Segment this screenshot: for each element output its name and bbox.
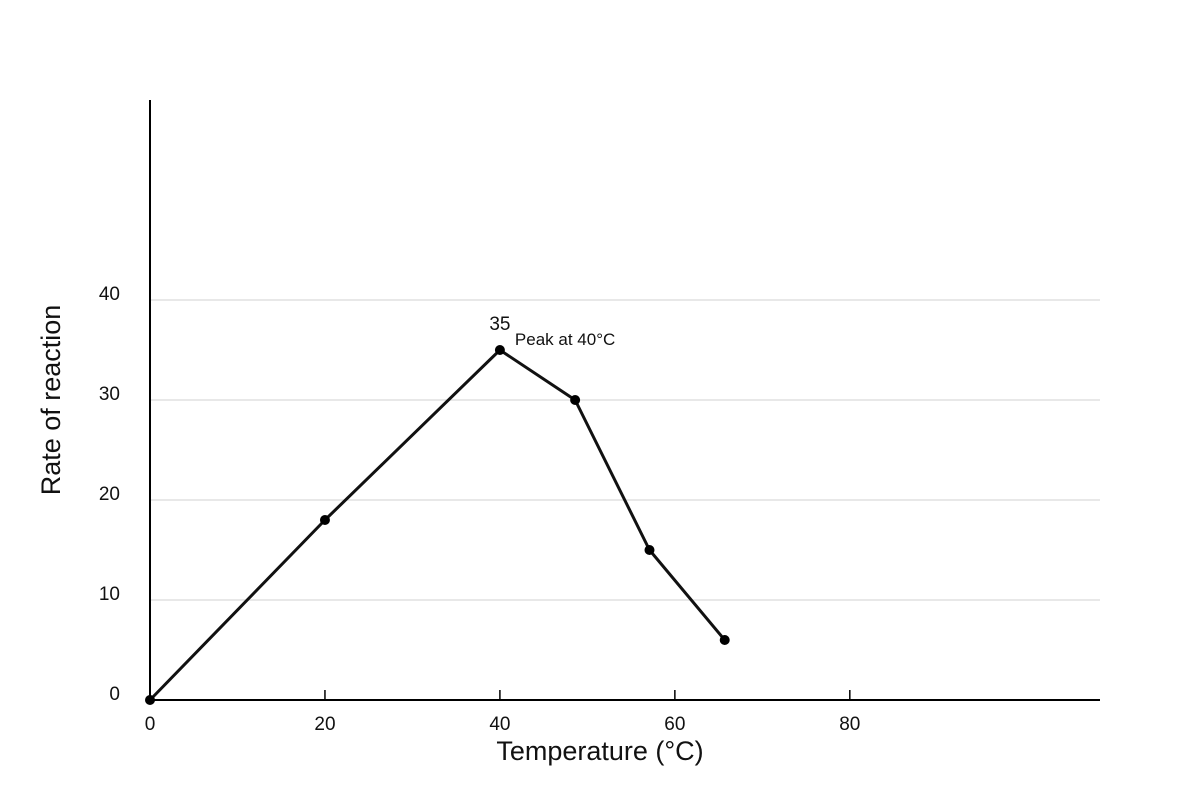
x-tick-label: 0 <box>145 714 156 735</box>
grid-lines <box>150 299 1100 601</box>
x-tick-label: 20 <box>314 714 335 735</box>
x-axis-title: Temperature (°C) <box>496 736 703 766</box>
data-point <box>319 515 330 525</box>
y-axis-title: Rate of reaction <box>36 305 66 496</box>
x-tick-label: 60 <box>664 714 685 735</box>
data-labels: 35 Peak at 40°C <box>489 314 615 349</box>
y-tick-label: 10 <box>99 584 120 605</box>
y-tick-label: 30 <box>99 384 120 405</box>
data-point <box>719 635 730 645</box>
data-point <box>644 545 655 555</box>
x-axis-ticks: 0 20 40 60 80 <box>145 690 860 735</box>
data-label: 35 <box>489 314 510 335</box>
peak-annotation: Peak at 40°C <box>515 330 615 349</box>
y-tick-label: 0 <box>109 684 120 705</box>
data-point <box>494 345 505 355</box>
series-line <box>148 348 726 702</box>
axes <box>149 100 1100 701</box>
series-group <box>145 345 730 705</box>
y-axis-ticks: 0 10 20 30 40 <box>99 284 120 705</box>
x-tick-label: 80 <box>839 714 860 735</box>
data-point <box>570 395 581 405</box>
y-tick-label: 40 <box>99 284 120 305</box>
y-tick-label: 20 <box>99 484 120 505</box>
x-tick-label: 40 <box>489 714 510 735</box>
data-point <box>145 695 155 705</box>
